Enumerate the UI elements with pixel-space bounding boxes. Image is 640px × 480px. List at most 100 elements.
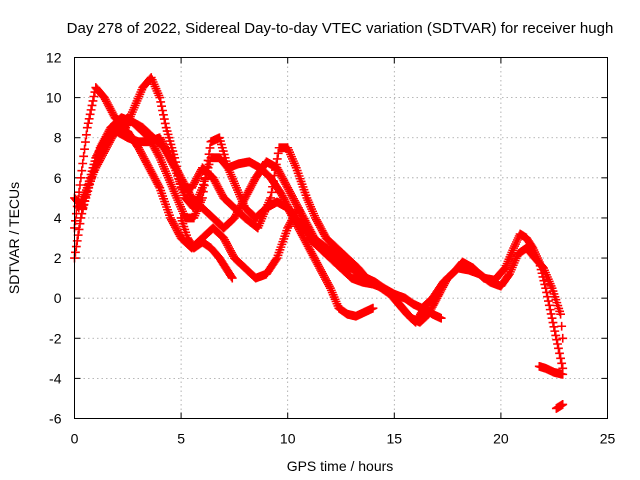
x-tick-label: 0: [71, 431, 79, 447]
series-track-1: [70, 73, 568, 373]
data-point: [159, 110, 168, 120]
data-point: [163, 129, 173, 139]
data-point: [159, 114, 169, 124]
data-point: [204, 149, 214, 159]
series-track-6: [176, 213, 237, 283]
data-point: [155, 93, 165, 103]
y-tick-label: -6: [49, 411, 62, 427]
data-point: [219, 150, 229, 159]
data-point: [546, 309, 556, 319]
y-tick-label: 2: [54, 250, 62, 266]
x-tick-label: 10: [280, 431, 296, 447]
data-point: [266, 193, 276, 203]
data-point: [548, 318, 558, 327]
data-point: [160, 118, 170, 128]
data-point: [347, 263, 357, 273]
data-point: [76, 173, 86, 183]
data-point: [220, 153, 230, 163]
data-point: [79, 151, 89, 161]
data-point: [165, 136, 175, 146]
data-point: [89, 92, 99, 101]
data-point: [558, 333, 568, 343]
data-point: [545, 305, 555, 315]
data-point: [273, 148, 283, 158]
data-point: [73, 230, 83, 240]
data-point: [556, 309, 565, 319]
data-point: [550, 326, 560, 336]
data-point: [436, 313, 446, 323]
data-point: [215, 133, 224, 143]
data-point: [78, 159, 88, 168]
data-point: [226, 272, 236, 282]
data-point: [221, 156, 231, 166]
y-tick-label: 0: [54, 290, 62, 306]
data-point: [77, 166, 87, 176]
y-tick-label: 10: [46, 90, 62, 106]
chart-title: Day 278 of 2022, Sidereal Day-to-day VTE…: [67, 20, 614, 37]
data-point: [199, 181, 209, 190]
data-point: [162, 126, 172, 136]
data-point: [75, 180, 85, 190]
data-point: [551, 331, 561, 340]
data-point: [222, 160, 232, 169]
x-axis-label: GPS time / hours: [287, 458, 394, 474]
data-point: [85, 109, 95, 119]
data-point: [81, 137, 90, 147]
y-tick-label: -2: [49, 330, 62, 346]
data-point: [216, 136, 225, 146]
data-point: [198, 180, 208, 189]
data-point: [158, 106, 167, 115]
data-point: [544, 300, 554, 310]
data-point: [216, 140, 226, 149]
data-point: [203, 156, 213, 165]
data-point: [75, 219, 85, 229]
series-track-7: [534, 361, 568, 379]
data-point: [81, 130, 91, 140]
data-point: [202, 162, 212, 172]
series-track-5: [91, 123, 357, 283]
data-point: [556, 353, 565, 363]
data-point: [80, 144, 89, 154]
data-point: [557, 358, 567, 368]
x-tick-label: 20: [493, 431, 509, 447]
data-point: [71, 247, 80, 257]
plot-frame: [74, 57, 608, 419]
y-tick-label: 8: [54, 130, 62, 146]
data-point: [205, 143, 215, 153]
data-point: [558, 400, 568, 409]
data-point: [156, 97, 166, 107]
data-point: [542, 288, 551, 297]
data-point: [82, 123, 92, 133]
data-point: [549, 322, 559, 332]
data-point: [200, 174, 210, 184]
data-point: [267, 187, 276, 197]
series-track-8: [551, 400, 568, 413]
data-point: [164, 133, 174, 143]
data-point: [166, 140, 176, 149]
series-track-4: [74, 113, 378, 321]
data-point: [368, 303, 378, 313]
data-points: [70, 73, 568, 413]
data-point: [198, 187, 208, 197]
data-point: [544, 296, 553, 306]
data-point: [555, 348, 564, 358]
data-point: [74, 225, 84, 234]
data-point: [161, 123, 171, 133]
data-point: [217, 143, 227, 153]
data-point: [157, 101, 167, 111]
y-tick-label: 6: [54, 170, 62, 186]
y-axis-label: SDTVAR / TECUs: [6, 182, 22, 294]
data-point: [218, 146, 228, 156]
x-tick-label: 25: [600, 431, 616, 447]
data-point: [557, 321, 567, 331]
y-tick-label: 4: [54, 210, 62, 226]
data-point: [88, 96, 98, 106]
data-point: [76, 213, 86, 223]
data-point: [547, 313, 557, 323]
data-point: [86, 105, 96, 115]
y-tick-label: -4: [49, 370, 62, 386]
data-point: [83, 118, 93, 128]
data-point: [84, 114, 94, 124]
data-point: [201, 168, 211, 178]
x-tick-label: 5: [177, 431, 185, 447]
